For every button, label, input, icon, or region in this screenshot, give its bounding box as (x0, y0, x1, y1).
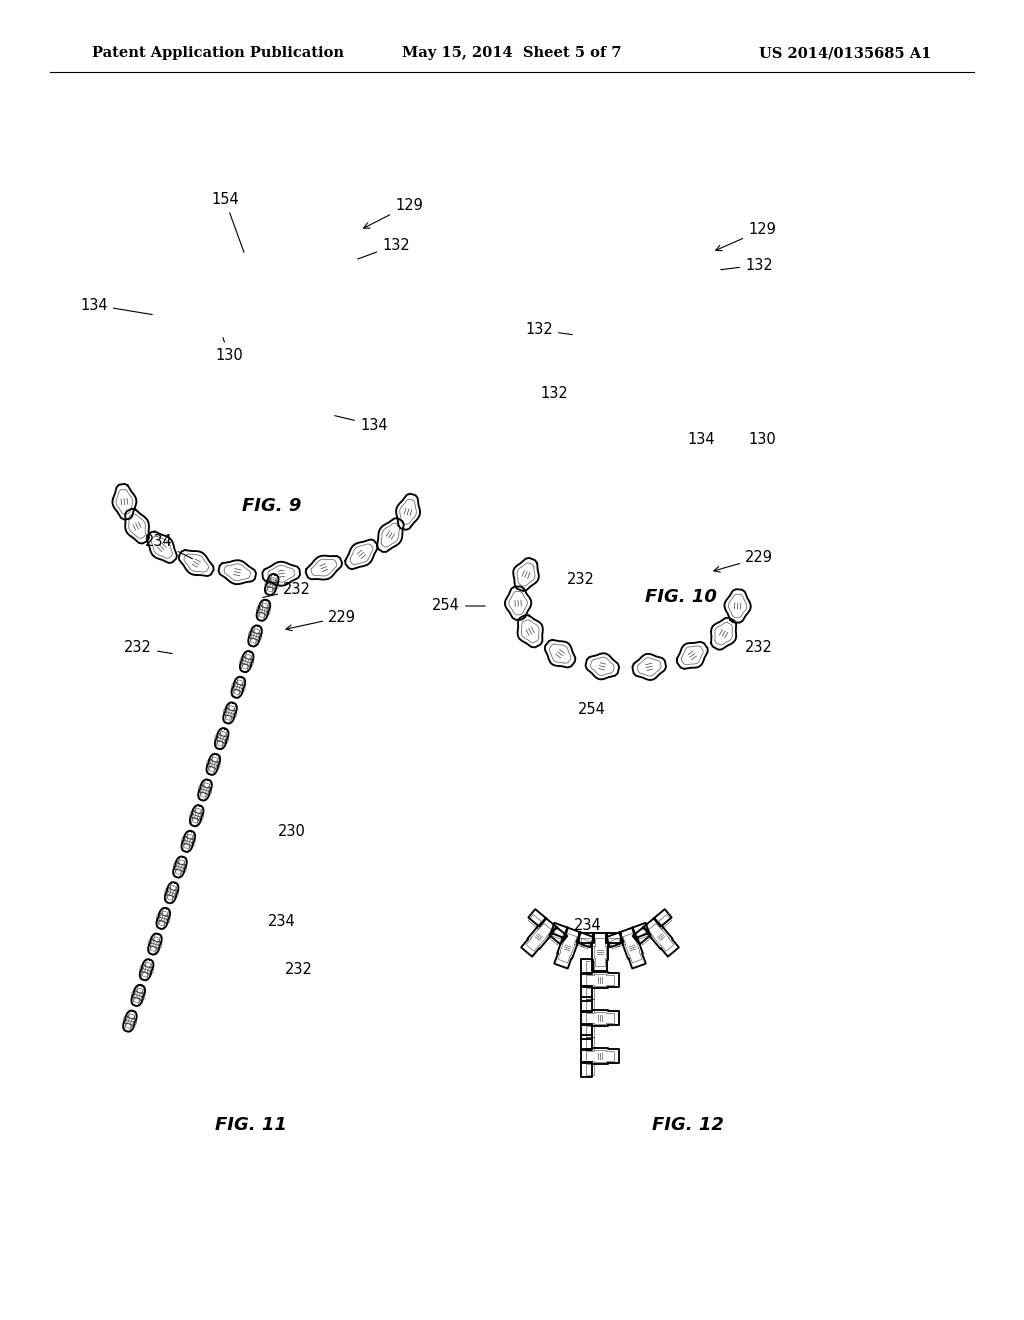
Text: 132: 132 (540, 387, 567, 401)
Text: 229: 229 (714, 550, 773, 572)
Text: 232: 232 (567, 573, 595, 587)
Text: 132: 132 (721, 257, 773, 272)
Text: 230: 230 (278, 825, 306, 840)
Text: 134: 134 (80, 297, 153, 314)
Text: 130: 130 (748, 433, 776, 447)
Text: 232: 232 (745, 640, 773, 656)
Text: May 15, 2014  Sheet 5 of 7: May 15, 2014 Sheet 5 of 7 (402, 46, 622, 61)
Text: FIG. 10: FIG. 10 (645, 587, 717, 606)
Text: 232: 232 (124, 640, 172, 656)
Text: 234: 234 (145, 535, 193, 558)
Text: 154: 154 (211, 193, 244, 252)
Text: 234: 234 (574, 919, 602, 933)
Text: 232: 232 (263, 582, 311, 598)
Text: FIG. 12: FIG. 12 (652, 1115, 724, 1134)
Text: 134: 134 (687, 433, 715, 447)
Text: 254: 254 (578, 702, 606, 718)
Text: 130: 130 (215, 338, 243, 363)
Text: Patent Application Publication: Patent Application Publication (92, 46, 344, 61)
Text: FIG. 11: FIG. 11 (215, 1115, 287, 1134)
Text: FIG. 9: FIG. 9 (242, 496, 301, 515)
Text: 129: 129 (364, 198, 423, 228)
Text: 134: 134 (335, 416, 388, 433)
Text: US 2014/0135685 A1: US 2014/0135685 A1 (760, 46, 932, 61)
Text: 129: 129 (716, 223, 776, 251)
Text: 132: 132 (357, 238, 410, 259)
Text: 132: 132 (525, 322, 572, 338)
Text: 254: 254 (432, 598, 485, 614)
Text: 229: 229 (286, 610, 356, 631)
Text: 232: 232 (285, 962, 313, 978)
Text: 234: 234 (268, 915, 296, 929)
